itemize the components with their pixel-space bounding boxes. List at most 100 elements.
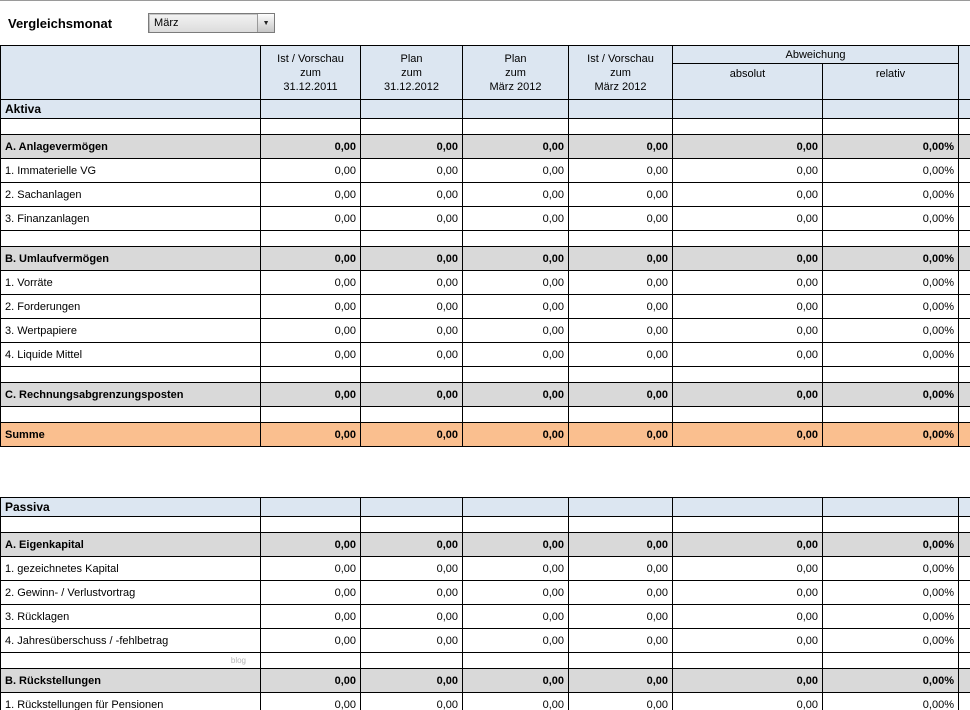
- cell-ist-2011: [261, 407, 361, 423]
- cell-plan-maerz-2012: [463, 498, 569, 517]
- strip-cell: [959, 319, 970, 343]
- cell-abweichung-absolut: [673, 498, 823, 517]
- row-label: 2. Forderungen: [1, 295, 261, 319]
- column-header: Plan zum 31.12.2012: [361, 46, 463, 100]
- cell-ist-maerz-2012: 0,00: [569, 605, 673, 629]
- row-label: 4. Jahresüberschuss / -fehlbetrag: [1, 629, 261, 653]
- cell-abweichung-absolut: 0,00: [673, 183, 823, 207]
- cell-plan-maerz-2012: [463, 119, 569, 135]
- cell-plan-maerz-2012: [463, 653, 569, 669]
- cell-ist-2011: 0,00: [261, 605, 361, 629]
- cell-ist-maerz-2012: [569, 517, 673, 533]
- column-header-line: Ist / Vorschau: [277, 52, 344, 65]
- cell-abweichung-relativ: 0,00%: [823, 159, 959, 183]
- cell-ist-maerz-2012: 0,00: [569, 693, 673, 710]
- cell-abweichung-absolut: 0,00: [673, 343, 823, 367]
- month-dropdown[interactable]: März ▼: [148, 13, 276, 33]
- cell-ist-maerz-2012: [569, 653, 673, 669]
- cell-plan-maerz-2012: [463, 517, 569, 533]
- cell-plan-maerz-2012: 0,00: [463, 135, 569, 159]
- column-header-line: 31.12.2012: [383, 80, 440, 93]
- table-row-item: 1. Vorräte 0,00 0,00 0,00 0,00 0,00 0,00%: [0, 271, 970, 295]
- table-row-item: 1. gezeichnetes Kapital 0,00 0,00 0,00 0,00 0…: [0, 557, 970, 581]
- table-row-spacer: blog: [0, 653, 970, 669]
- row-label: [1, 517, 261, 533]
- cell-abweichung-relativ: 0,00%: [823, 423, 959, 447]
- strip-cell: [959, 407, 970, 423]
- cell-abweichung-relativ: 0,00%: [823, 669, 959, 693]
- cell-plan-maerz-2012: 0,00: [463, 605, 569, 629]
- row-label: C. Rechnungsabgrenzungsposten: [1, 383, 261, 407]
- cell-plan-2012: 0,00: [361, 629, 463, 653]
- cell-abweichung-relativ: [823, 517, 959, 533]
- table-row-item: 3. Rücklagen 0,00 0,00 0,00 0,00 0,00 0,00%: [0, 605, 970, 629]
- cell-plan-2012: [361, 100, 463, 119]
- cell-ist-2011: 0,00: [261, 693, 361, 710]
- cell-ist-2011: 0,00: [261, 581, 361, 605]
- cell-ist-maerz-2012: 0,00: [569, 533, 673, 557]
- cell-ist-2011: 0,00: [261, 271, 361, 295]
- table-row-group: A. Anlagevermögen 0,00 0,00 0,00 0,00 0,00 0,0…: [0, 135, 970, 159]
- cell-abweichung-absolut: 0,00: [673, 533, 823, 557]
- cell-plan-maerz-2012: 0,00: [463, 383, 569, 407]
- row-label: Aktiva: [1, 100, 261, 119]
- column-header-line: März 2012: [594, 80, 647, 93]
- row-label: 2. Sachanlagen: [1, 183, 261, 207]
- cell-ist-2011: [261, 100, 361, 119]
- cell-plan-2012: [361, 517, 463, 533]
- strip-cell: [959, 629, 970, 653]
- cell-plan-maerz-2012: 0,00: [463, 319, 569, 343]
- header-row: Ist / Vorschau zum 31.12.2011 Plan zum 31.12.…: [0, 45, 970, 100]
- strip-cell: [959, 581, 970, 605]
- abweichung-subheader-relativ: relativ: [875, 68, 906, 80]
- column-header: Ist / Vorschau zum März 2012: [569, 46, 673, 100]
- cell-abweichung-absolut: 0,00: [673, 295, 823, 319]
- row-label: 3. Rücklagen: [1, 605, 261, 629]
- cell-ist-2011: [261, 653, 361, 669]
- column-header-line: 31.12.2011: [283, 80, 338, 93]
- cell-ist-maerz-2012: 0,00: [569, 581, 673, 605]
- table-row-item: 4. Jahresüberschuss / -fehlbetrag 0,00 0,0…: [0, 629, 970, 653]
- cell-plan-2012: 0,00: [361, 183, 463, 207]
- cell-abweichung-absolut: [673, 100, 823, 119]
- cell-ist-maerz-2012: 0,00: [569, 271, 673, 295]
- strip-cell: [959, 159, 970, 183]
- table-row-title: Aktiva: [0, 100, 970, 119]
- strip-cell: [959, 693, 970, 710]
- cell-ist-2011: [261, 498, 361, 517]
- cell-plan-2012: 0,00: [361, 383, 463, 407]
- row-label: blog: [1, 653, 261, 669]
- cell-abweichung-absolut: 0,00: [673, 207, 823, 231]
- row-label: Passiva: [1, 498, 261, 517]
- cell-plan-2012: [361, 231, 463, 247]
- cell-abweichung-relativ: [823, 653, 959, 669]
- cell-plan-2012: 0,00: [361, 581, 463, 605]
- cell-ist-2011: 0,00: [261, 207, 361, 231]
- month-dropdown-button[interactable]: ▼: [257, 14, 275, 32]
- table-row-group: A. Eigenkapital 0,00 0,00 0,00 0,00 0,00 0,00%: [0, 533, 970, 557]
- cell-ist-2011: [261, 367, 361, 383]
- cell-abweichung-absolut: 0,00: [673, 629, 823, 653]
- cell-ist-maerz-2012: 0,00: [569, 423, 673, 447]
- cell-plan-2012: 0,00: [361, 135, 463, 159]
- table-row-group: B. Umlaufvermögen 0,00 0,00 0,00 0,00 0,00 0,0…: [0, 247, 970, 271]
- cell-ist-maerz-2012: 0,00: [569, 629, 673, 653]
- cell-ist-2011: 0,00: [261, 183, 361, 207]
- abweichung-subheaders: absolut relativ: [673, 64, 958, 99]
- cell-plan-maerz-2012: 0,00: [463, 693, 569, 710]
- row-label: 1. gezeichnetes Kapital: [1, 557, 261, 581]
- abweichung-header-label: Abweichung: [673, 46, 958, 64]
- strip-cell: [959, 46, 970, 100]
- table-row-spacer: [0, 119, 970, 135]
- cell-abweichung-absolut: 0,00: [673, 247, 823, 271]
- cell-plan-2012: [361, 653, 463, 669]
- cell-plan-2012: [361, 498, 463, 517]
- cell-ist-2011: 0,00: [261, 319, 361, 343]
- strip-cell: [959, 135, 970, 159]
- row-label: 3. Wertpapiere: [1, 319, 261, 343]
- strip-cell: [959, 343, 970, 367]
- strip-cell: [959, 100, 970, 119]
- column-header-line: zum: [610, 66, 631, 79]
- cell-abweichung-relativ: [823, 119, 959, 135]
- cell-plan-maerz-2012: 0,00: [463, 581, 569, 605]
